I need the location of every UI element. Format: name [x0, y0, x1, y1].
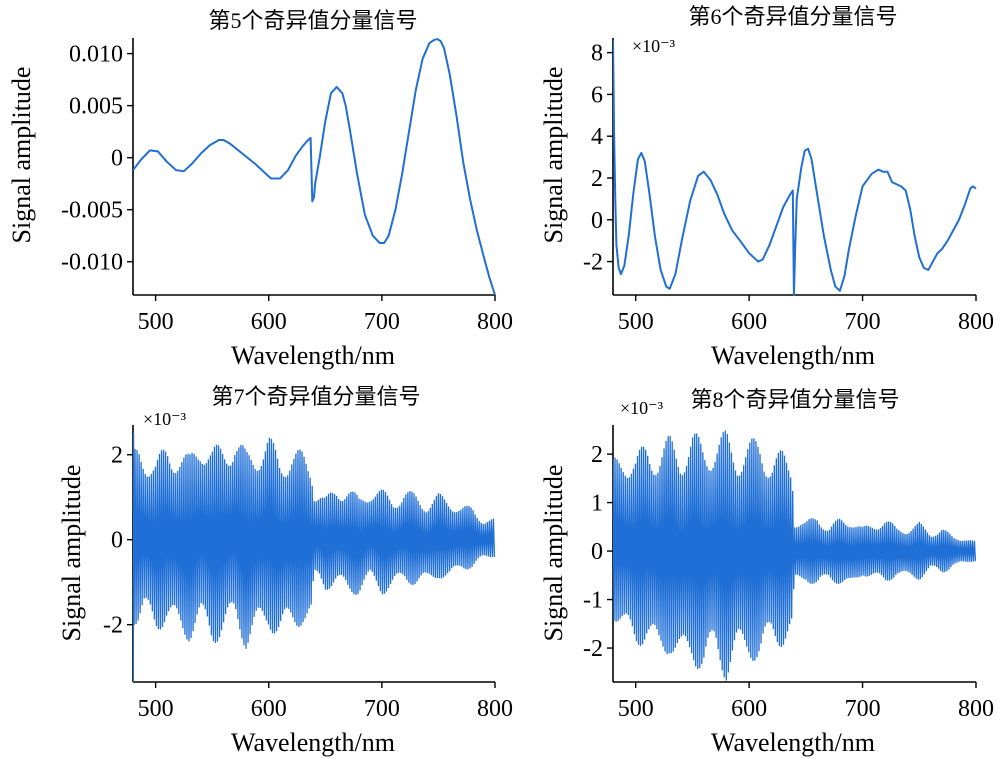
y-tick-label: -2 [583, 250, 603, 276]
panel-sv8: 第8个奇异值分量信号 ×10⁻³ 500 600 700 800 -2 -1 0 1 2 Wavele… [539, 387, 994, 757]
exponent-label: ×10⁻³ [143, 409, 187, 429]
plot-area [613, 430, 977, 681]
y-tick-label: -2 [583, 636, 603, 662]
y-tick-label: 0 [591, 539, 603, 565]
y-tick-label: 1 [591, 491, 603, 517]
plot-area [613, 40, 977, 296]
plot-area [133, 432, 496, 683]
y-tick-label: 0.005 [69, 94, 123, 120]
signal-oscillation [613, 430, 977, 681]
y-axis-label: Signal amplitude [539, 67, 568, 244]
signal-oscillation [133, 437, 496, 649]
x-tick-label: 500 [618, 696, 654, 722]
x-tick-label: 700 [364, 696, 400, 722]
exponent-label: ×10⁻³ [632, 36, 676, 56]
x-axis-label: Wavelength/nm [711, 728, 875, 757]
y-axis-label: Signal amplitude [539, 465, 568, 642]
panel-sv5: 第5个奇异值分量信号 500 600 700 800 -0.010 -0.005 0 0.005… [7, 8, 513, 370]
panel-title: 第6个奇异值分量信号 [688, 4, 897, 29]
y-tick-label: 4 [591, 124, 603, 150]
y-tick-label: 6 [591, 82, 603, 108]
x-tick-label: 600 [251, 309, 287, 335]
panel-title: 第5个奇异值分量信号 [208, 8, 417, 33]
x-tick-label: 800 [958, 696, 994, 722]
signal-line [613, 40, 977, 296]
x-axis-label: Wavelength/nm [231, 341, 395, 370]
panel-sv6: 第6个奇异值分量信号 ×10⁻³ 500 600 700 800 -2 0 2 4 6 8 Wavele… [539, 4, 994, 370]
x-tick-label: 800 [477, 309, 513, 335]
x-tick-label: 500 [138, 309, 174, 335]
exponent-label: ×10⁻³ [620, 398, 664, 418]
y-tick-label: -1 [583, 588, 603, 614]
panel-sv7: 第7个奇异值分量信号 ×10⁻³ 500 600 700 800 -2 0 2 Wavelengt… [57, 384, 513, 757]
x-tick-label: 700 [845, 309, 881, 335]
x-tick-label: 700 [845, 696, 881, 722]
y-tick-label: -2 [103, 613, 123, 639]
y-tick-label: -0.005 [61, 198, 123, 224]
y-tick-label: 0 [111, 528, 123, 554]
x-tick-label: 800 [958, 309, 994, 335]
x-tick-label: 500 [618, 309, 654, 335]
panel-title: 第8个奇异值分量信号 [690, 387, 899, 412]
x-tick-label: 600 [251, 696, 287, 722]
y-tick-label: -0.010 [61, 250, 123, 276]
y-tick-label: 0 [111, 146, 123, 172]
signal-line [133, 432, 135, 683]
x-tick-label: 500 [138, 696, 174, 722]
y-tick-label: 2 [111, 443, 123, 469]
x-tick-label: 700 [364, 309, 400, 335]
plot-area [133, 38, 496, 296]
y-tick-label: 0 [591, 208, 603, 234]
x-axis-label: Wavelength/nm [711, 341, 875, 370]
x-tick-label: 800 [477, 696, 513, 722]
y-tick-label: 0.010 [69, 42, 123, 68]
signal-line [133, 38, 496, 296]
x-tick-label: 600 [731, 696, 767, 722]
x-tick-label: 600 [731, 309, 767, 335]
y-axis-label: Signal amplitude [57, 465, 86, 642]
y-axis-label: Signal amplitude [7, 67, 36, 244]
y-tick-label: 2 [591, 442, 603, 468]
panel-title: 第7个奇异值分量信号 [211, 384, 420, 409]
x-axis-label: Wavelength/nm [231, 728, 395, 757]
y-tick-label: 2 [591, 166, 603, 192]
y-tick-label: 8 [591, 41, 603, 67]
